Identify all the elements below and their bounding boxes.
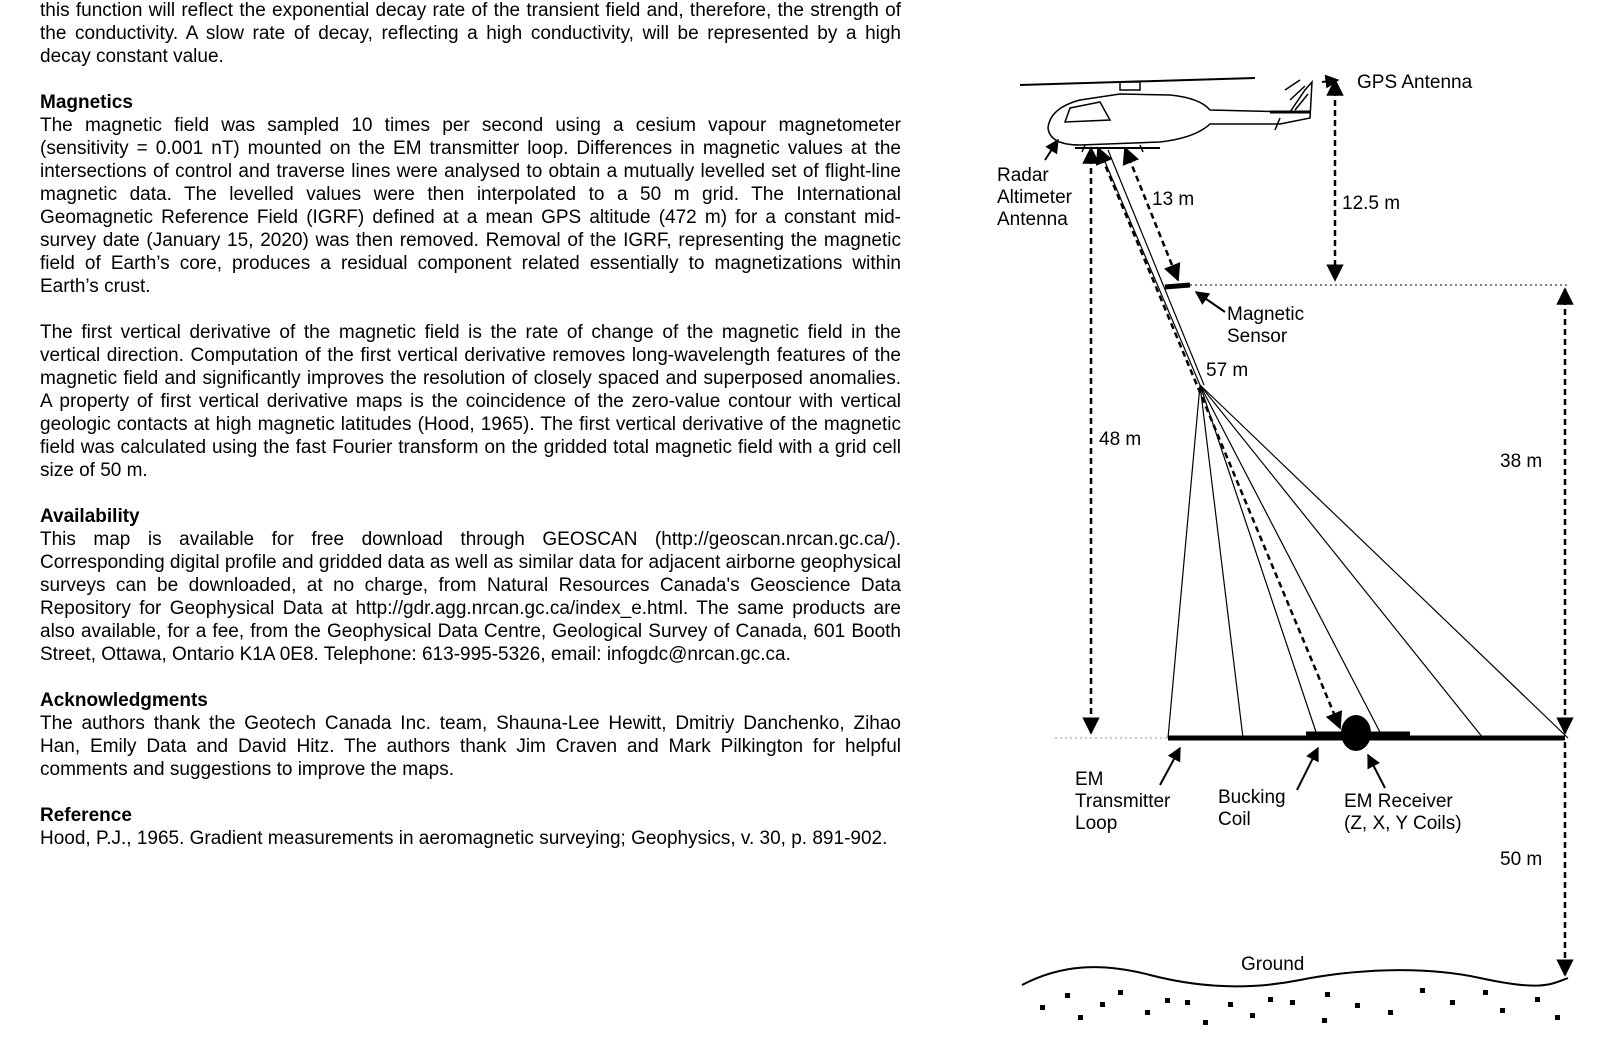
pointer-arrows xyxy=(1044,74,1386,791)
ground-line xyxy=(1021,966,1569,988)
ground-dot xyxy=(1500,1008,1505,1013)
ground-dot xyxy=(1065,993,1070,998)
diagram-labels: GPS Antenna Radar Altimeter Antenna 13 m 12.5… xyxy=(997,72,1542,975)
paragraph: This map is available for free download … xyxy=(40,529,901,665)
heading: Availability xyxy=(40,506,140,527)
ground-dot xyxy=(1322,1018,1327,1023)
label-line: Altimeter xyxy=(997,187,1073,208)
ground-dot xyxy=(1250,1013,1255,1018)
label-line: EM Receiver xyxy=(1344,791,1453,812)
helicopter xyxy=(1019,77,1313,153)
cables xyxy=(1099,149,1569,739)
label-line: GPS Antenna xyxy=(1357,72,1473,93)
ground-dot xyxy=(1185,1000,1190,1005)
label: Bucking Coil xyxy=(1218,787,1286,830)
label: Ground xyxy=(1241,954,1304,975)
ground-dot xyxy=(1268,997,1273,1002)
label-line: 12.5 m xyxy=(1342,193,1400,214)
label-line: Transmitter xyxy=(1075,791,1171,812)
ground-dot xyxy=(1450,1000,1455,1005)
ground-dot xyxy=(1388,1010,1393,1015)
ground-dot xyxy=(1078,1015,1083,1020)
label-line: Sensor xyxy=(1227,326,1288,347)
paragraph: Hood, P.J., 1965. Gradient measurements … xyxy=(40,828,888,849)
ground-texture xyxy=(1040,988,1560,1025)
label: EM Receiver (Z, X, Y Coils) xyxy=(1344,791,1462,834)
label: 57 m xyxy=(1206,360,1248,381)
paragraph: this function will reflect the exponenti… xyxy=(40,0,901,67)
ground-dot xyxy=(1355,1003,1360,1008)
label-line: (Z, X, Y Coils) xyxy=(1344,813,1462,834)
label-line: Coil xyxy=(1218,809,1251,830)
ground-dot xyxy=(1483,990,1488,995)
label: EM Transmitter Loop xyxy=(1075,769,1171,834)
label: Radar Altimeter Antenna xyxy=(997,165,1073,230)
paragraph: The first vertical derivative of the mag… xyxy=(40,322,901,481)
label: 50 m xyxy=(1500,849,1542,870)
label-line: Bucking xyxy=(1218,787,1286,808)
heading: Acknowledgments xyxy=(40,690,208,711)
label-line: Ground xyxy=(1241,954,1304,975)
label-line: 38 m xyxy=(1500,451,1542,472)
label-line: 57 m xyxy=(1206,360,1248,381)
label: 38 m xyxy=(1500,451,1542,472)
heading: Reference xyxy=(40,805,132,826)
ground-dot xyxy=(1535,997,1540,1002)
label: 48 m xyxy=(1099,429,1141,450)
ground-dot xyxy=(1228,1002,1233,1007)
ground-dot xyxy=(1040,1005,1045,1010)
ground-dot xyxy=(1290,1000,1295,1005)
label: 13 m xyxy=(1152,189,1194,210)
ground-dot xyxy=(1145,1010,1150,1015)
label-line: Magnetic xyxy=(1227,304,1304,325)
paragraph: The magnetic field was sampled 10 times … xyxy=(40,115,901,297)
ground-dot xyxy=(1118,990,1123,995)
ground-dot xyxy=(1165,998,1170,1003)
label-line: 50 m xyxy=(1500,849,1542,870)
label-line: 13 m xyxy=(1152,189,1194,210)
label: 12.5 m xyxy=(1342,193,1400,214)
label-line: Radar xyxy=(997,165,1049,186)
ground-dot xyxy=(1555,1015,1560,1020)
ground-dot xyxy=(1420,988,1425,993)
label: Magnetic Sensor xyxy=(1227,304,1304,347)
ground-dot xyxy=(1100,1002,1105,1007)
heading: Magnetics xyxy=(40,92,133,113)
reference-lines xyxy=(1055,284,1568,739)
label-line: Antenna xyxy=(997,209,1068,230)
paragraph: The authors thank the Geotech Canada Inc… xyxy=(40,713,901,780)
label-line: Loop xyxy=(1075,813,1117,834)
label: GPS Antenna xyxy=(1357,72,1473,93)
label-line: EM xyxy=(1075,769,1104,790)
label-line: 48 m xyxy=(1099,429,1141,450)
text-column: this function will reflect the exponenti… xyxy=(40,0,901,850)
ground-dot xyxy=(1203,1020,1208,1025)
dimension-lines xyxy=(1082,78,1574,977)
ground-dot xyxy=(1325,992,1330,997)
em-system xyxy=(1164,282,1565,751)
